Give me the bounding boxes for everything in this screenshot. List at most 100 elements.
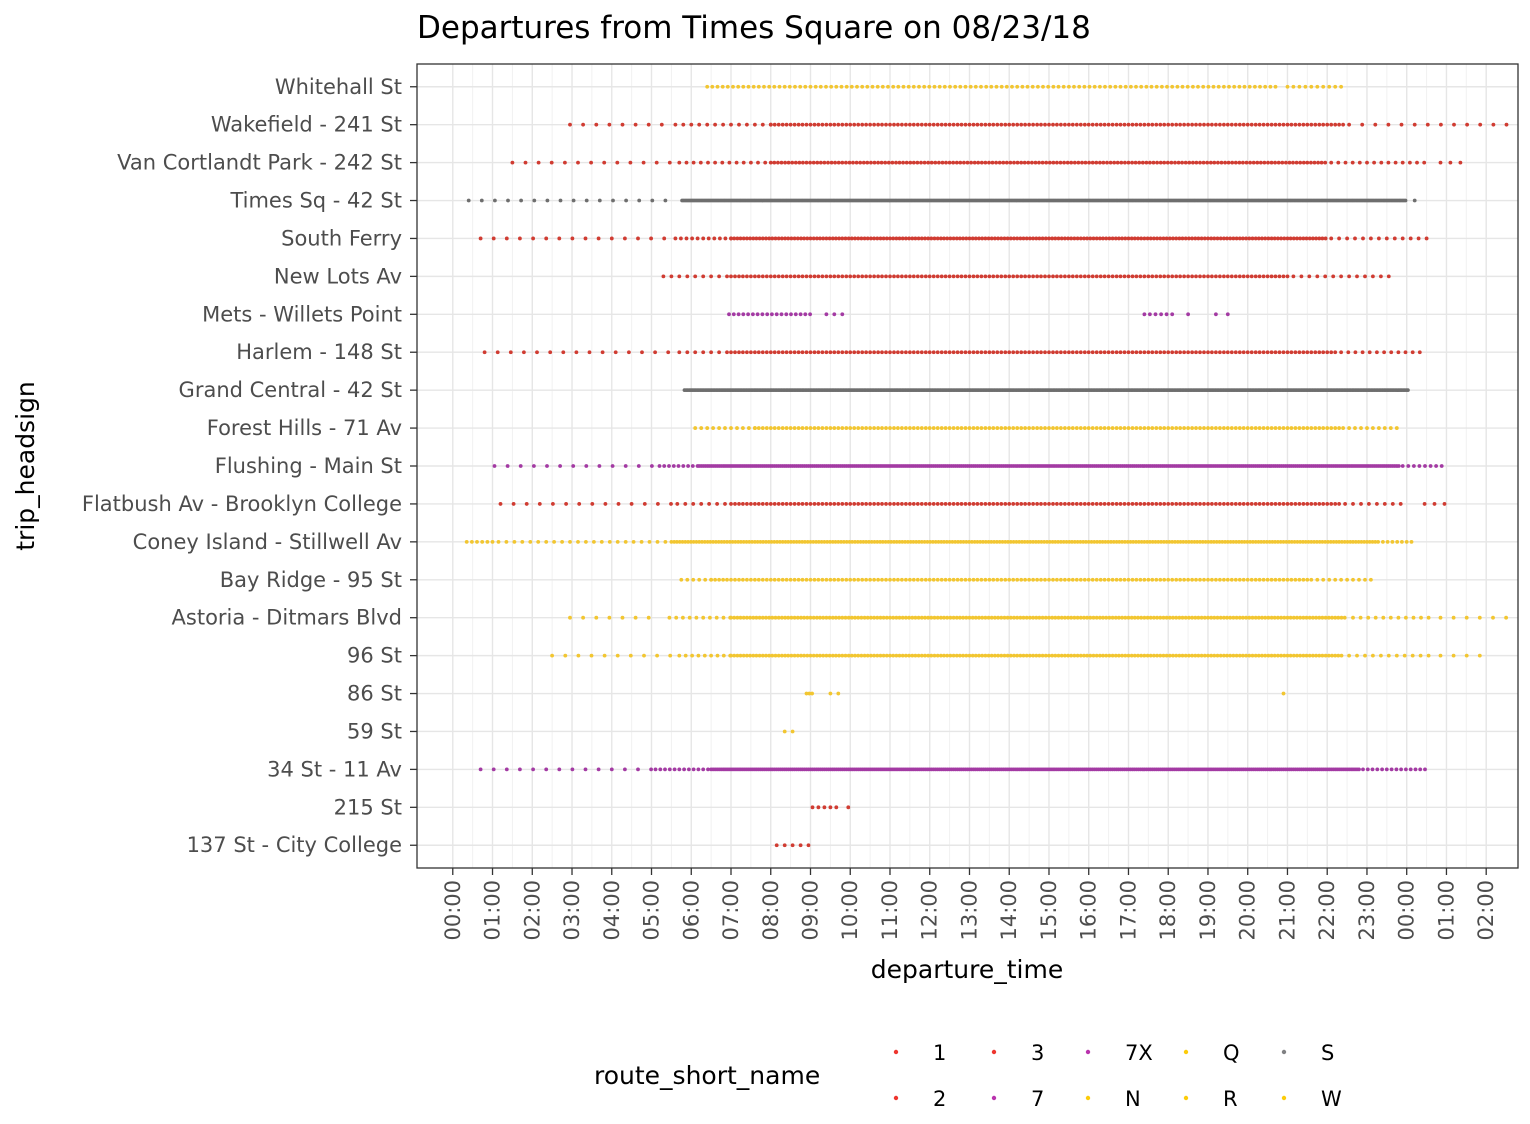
data-point (1078, 502, 1083, 506)
data-point (1007, 274, 1012, 279)
data-point (1210, 122, 1214, 127)
data-point (805, 236, 810, 241)
x-tick-label: 11:00 (878, 880, 902, 941)
data-point (1178, 539, 1183, 544)
data-point (1170, 426, 1175, 430)
data-point (693, 426, 698, 430)
data-point (772, 122, 777, 127)
data-point (1130, 350, 1135, 355)
data-point (1422, 160, 1427, 165)
x-tick-label: 21:00 (1275, 880, 1299, 941)
chart-title: Departures from Times Square on 08/23/18 (417, 10, 1091, 46)
data-point (1164, 312, 1169, 317)
data-point (623, 464, 628, 468)
data-point (1130, 274, 1135, 279)
data-point (1386, 274, 1391, 279)
data-point (1297, 577, 1302, 582)
data-point (1028, 653, 1032, 658)
data-point (1114, 539, 1119, 544)
data-point (1089, 539, 1094, 544)
data-point (1284, 160, 1288, 165)
data-point (709, 274, 713, 279)
data-point (741, 84, 746, 89)
data-point (1164, 615, 1169, 620)
x-tick-label: 10:00 (838, 880, 862, 941)
data-point (1333, 426, 1338, 430)
data-point (787, 84, 792, 89)
data-point (856, 122, 861, 127)
data-point (736, 312, 741, 317)
data-point (720, 84, 725, 89)
data-point (766, 539, 771, 544)
data-point (1101, 236, 1105, 241)
legend-label: 7 (1031, 1087, 1044, 1111)
data-point (824, 577, 829, 582)
data-point (1100, 539, 1105, 544)
data-point (758, 539, 763, 544)
data-point (915, 502, 920, 506)
data-point (1304, 236, 1309, 241)
data-point (1261, 577, 1266, 582)
data-point (693, 350, 698, 355)
data-point (1361, 236, 1365, 241)
data-point (1015, 653, 1020, 658)
data-point (1030, 84, 1035, 89)
data-point (1194, 577, 1198, 582)
data-point (772, 539, 777, 544)
data-point (1110, 577, 1115, 582)
data-point (824, 312, 829, 317)
data-point (1002, 236, 1007, 241)
data-point (1339, 577, 1343, 582)
data-point (1241, 160, 1245, 165)
data-point (852, 350, 857, 355)
data-point (1198, 502, 1202, 506)
data-point (741, 615, 746, 620)
data-point (824, 274, 829, 279)
data-point (816, 805, 821, 810)
data-point (1011, 122, 1016, 127)
data-point (1019, 426, 1024, 430)
data-point (948, 236, 953, 241)
data-point (1295, 236, 1299, 241)
data-point (1134, 350, 1139, 355)
data-point (869, 160, 873, 165)
data-point (1015, 122, 1020, 127)
data-point (1263, 653, 1268, 658)
data-point (753, 426, 757, 430)
data-point (1253, 426, 1258, 430)
data-point (466, 198, 471, 203)
data-point (803, 84, 808, 89)
data-point (764, 577, 769, 582)
data-point (620, 122, 625, 127)
data-point (1035, 274, 1039, 279)
data-point (799, 615, 803, 620)
data-point (1304, 615, 1309, 620)
data-point (1293, 577, 1298, 582)
data-point (1396, 464, 1401, 468)
data-point (1298, 539, 1303, 544)
data-point (1041, 84, 1045, 89)
data-point (884, 577, 888, 582)
data-point (1174, 350, 1179, 355)
data-point (609, 236, 614, 241)
data-point (1282, 236, 1287, 241)
data-point (1148, 160, 1152, 165)
data-point (694, 539, 699, 544)
data-point (721, 653, 726, 658)
data-point (1305, 426, 1310, 430)
data-point (1412, 198, 1417, 203)
data-point (1439, 122, 1443, 127)
data-point (1448, 160, 1453, 165)
data-point (987, 160, 991, 165)
data-point (1130, 160, 1134, 165)
data-point (1018, 653, 1023, 658)
data-point (1277, 577, 1282, 582)
data-point (967, 539, 971, 544)
data-point (783, 653, 787, 658)
data-point (1166, 577, 1171, 582)
data-point (1347, 274, 1351, 279)
data-point (1138, 122, 1143, 127)
data-point (919, 615, 924, 620)
data-point (767, 653, 772, 658)
data-point (691, 502, 696, 506)
